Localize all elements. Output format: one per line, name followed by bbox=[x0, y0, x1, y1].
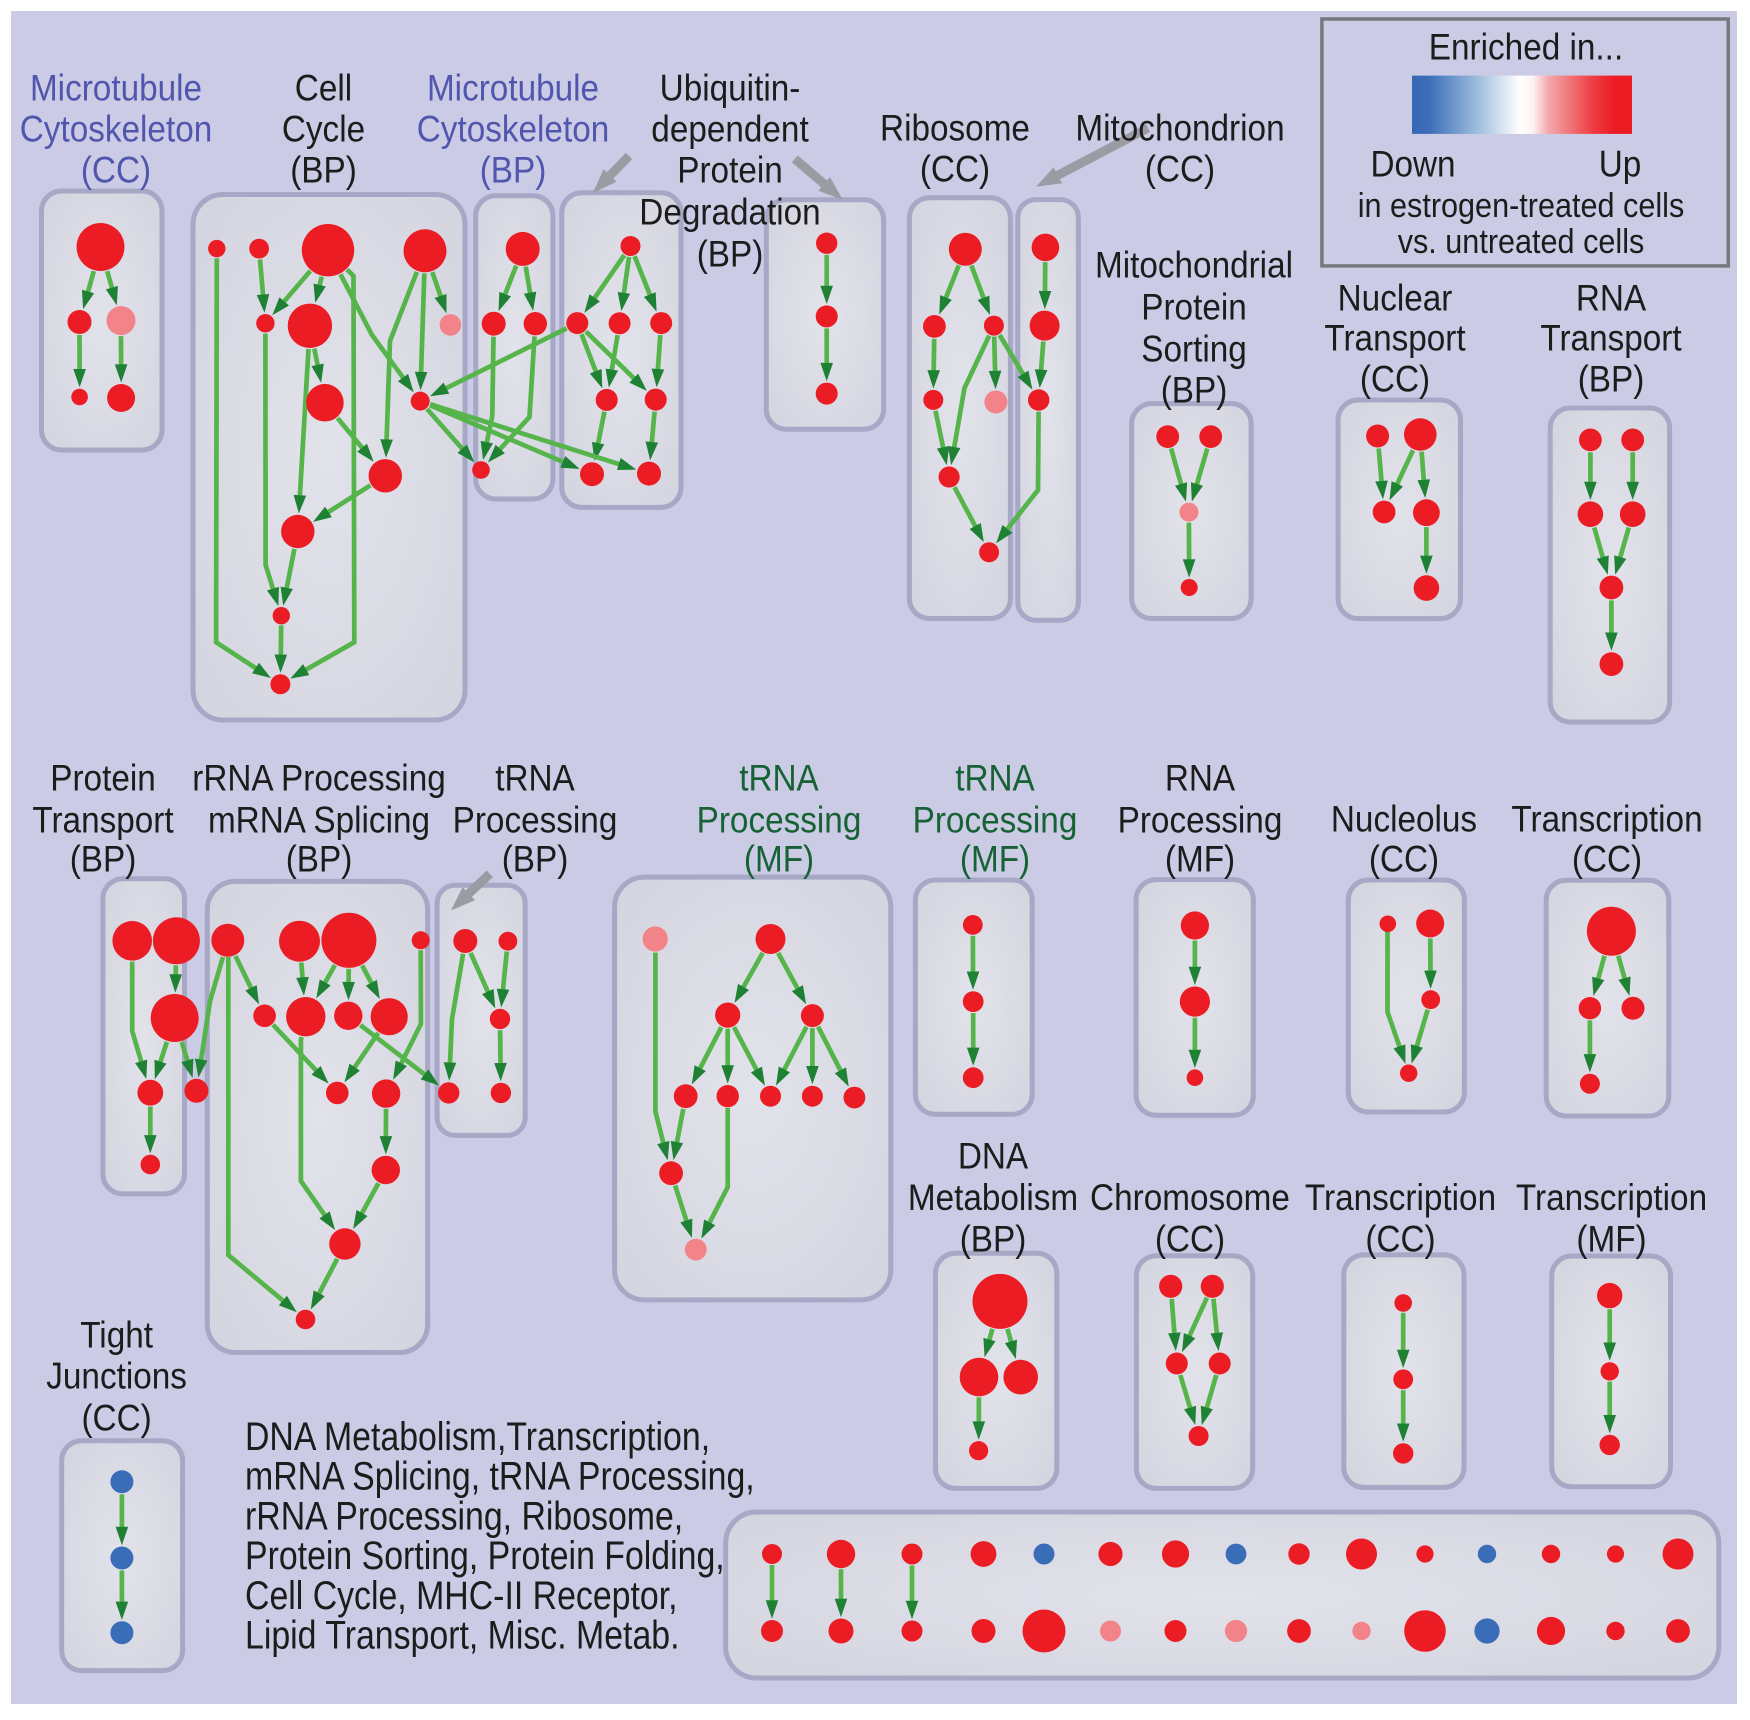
svg-text:Ribosome: Ribosome bbox=[880, 107, 1030, 148]
svg-text:in estrogen-treated cells: in estrogen-treated cells bbox=[1358, 187, 1685, 225]
svg-text:Nuclear: Nuclear bbox=[1338, 277, 1453, 318]
svg-text:Degradation: Degradation bbox=[639, 191, 820, 232]
svg-text:tRNA: tRNA bbox=[739, 757, 819, 798]
svg-text:Sorting: Sorting bbox=[1141, 328, 1247, 369]
svg-text:Transcription: Transcription bbox=[1516, 1177, 1707, 1218]
svg-text:mRNA Splicing, tRNA Processing: mRNA Splicing, tRNA Processing, bbox=[245, 1455, 755, 1499]
svg-text:mRNA Splicing: mRNA Splicing bbox=[208, 799, 430, 840]
svg-text:(CC): (CC) bbox=[81, 149, 151, 190]
svg-text:Microtubule: Microtubule bbox=[427, 67, 599, 108]
svg-text:Enriched in...: Enriched in... bbox=[1429, 26, 1623, 67]
svg-text:Lipid Transport, Misc. Metab.: Lipid Transport, Misc. Metab. bbox=[245, 1614, 680, 1658]
svg-text:(CC): (CC) bbox=[1155, 1218, 1225, 1259]
svg-text:Cell: Cell bbox=[295, 67, 352, 108]
svg-text:(BP): (BP) bbox=[1578, 358, 1645, 399]
svg-text:(MF): (MF) bbox=[1576, 1218, 1646, 1259]
svg-text:(BP): (BP) bbox=[70, 838, 137, 879]
svg-text:Processing: Processing bbox=[697, 799, 862, 840]
svg-text:Processing: Processing bbox=[453, 799, 618, 840]
svg-text:vs. untreated cells: vs. untreated cells bbox=[1398, 223, 1645, 261]
svg-text:Processing: Processing bbox=[913, 799, 1078, 840]
svg-text:Protein: Protein bbox=[677, 149, 783, 190]
svg-text:Microtubule: Microtubule bbox=[30, 67, 202, 108]
svg-text:(CC): (CC) bbox=[1572, 838, 1642, 879]
svg-text:Chromosome: Chromosome bbox=[1090, 1177, 1290, 1218]
svg-text:(CC): (CC) bbox=[1369, 838, 1439, 879]
svg-text:Mitochondrion: Mitochondrion bbox=[1075, 107, 1284, 148]
svg-text:DNA: DNA bbox=[958, 1135, 1029, 1176]
svg-text:Processing: Processing bbox=[1118, 799, 1283, 840]
svg-text:(CC): (CC) bbox=[1145, 148, 1215, 189]
svg-text:tRNA: tRNA bbox=[495, 757, 575, 798]
svg-text:(CC): (CC) bbox=[81, 1397, 151, 1438]
svg-text:Transcription: Transcription bbox=[1511, 798, 1702, 839]
svg-text:dependent: dependent bbox=[651, 108, 809, 149]
svg-text:RNA: RNA bbox=[1576, 277, 1647, 318]
svg-text:tRNA: tRNA bbox=[955, 757, 1035, 798]
svg-text:Protein Sorting, Protein Foldi: Protein Sorting, Protein Folding, bbox=[245, 1534, 725, 1578]
svg-text:(BP): (BP) bbox=[480, 149, 547, 190]
svg-text:(BP): (BP) bbox=[1161, 369, 1228, 410]
svg-text:Up: Up bbox=[1599, 143, 1642, 184]
svg-text:(CC): (CC) bbox=[1360, 358, 1430, 399]
svg-text:Cell Cycle, MHC-II Receptor,: Cell Cycle, MHC-II Receptor, bbox=[245, 1574, 678, 1618]
svg-text:Transcription: Transcription bbox=[1305, 1177, 1496, 1218]
svg-text:(BP): (BP) bbox=[697, 233, 764, 274]
svg-text:Transport: Transport bbox=[1324, 317, 1466, 358]
svg-text:(BP): (BP) bbox=[960, 1218, 1027, 1259]
svg-text:(CC): (CC) bbox=[1365, 1218, 1435, 1259]
svg-text:(MF): (MF) bbox=[960, 838, 1030, 879]
svg-text:rRNA Processing, Ribosome,: rRNA Processing, Ribosome, bbox=[245, 1494, 683, 1538]
svg-text:Mitochondrial: Mitochondrial bbox=[1095, 244, 1293, 285]
svg-text:Transport: Transport bbox=[1540, 317, 1682, 358]
svg-text:Junctions: Junctions bbox=[46, 1355, 187, 1396]
svg-text:Nucleolus: Nucleolus bbox=[1331, 798, 1477, 839]
svg-text:Tight: Tight bbox=[80, 1314, 153, 1355]
svg-text:(BP): (BP) bbox=[290, 149, 357, 190]
svg-text:Protein: Protein bbox=[1141, 286, 1247, 327]
svg-text:Cytoskeleton: Cytoskeleton bbox=[417, 108, 610, 149]
svg-text:(MF): (MF) bbox=[1165, 838, 1235, 879]
svg-text:Cytoskeleton: Cytoskeleton bbox=[20, 108, 213, 149]
svg-text:Down: Down bbox=[1370, 143, 1455, 184]
svg-text:Metabolism: Metabolism bbox=[908, 1177, 1078, 1218]
svg-text:rRNA Processing: rRNA Processing bbox=[192, 757, 446, 798]
svg-text:Ubiquitin-: Ubiquitin- bbox=[660, 67, 801, 108]
svg-text:RNA: RNA bbox=[1165, 757, 1236, 798]
svg-text:Protein: Protein bbox=[50, 757, 156, 798]
svg-text:DNA Metabolism,Transcription,: DNA Metabolism,Transcription, bbox=[245, 1415, 710, 1459]
svg-text:Cycle: Cycle bbox=[282, 108, 365, 149]
svg-text:(MF): (MF) bbox=[744, 838, 814, 879]
svg-text:Transport: Transport bbox=[32, 799, 174, 840]
svg-text:(CC): (CC) bbox=[920, 148, 990, 189]
svg-text:(BP): (BP) bbox=[286, 838, 353, 879]
svg-text:(BP): (BP) bbox=[502, 838, 569, 879]
